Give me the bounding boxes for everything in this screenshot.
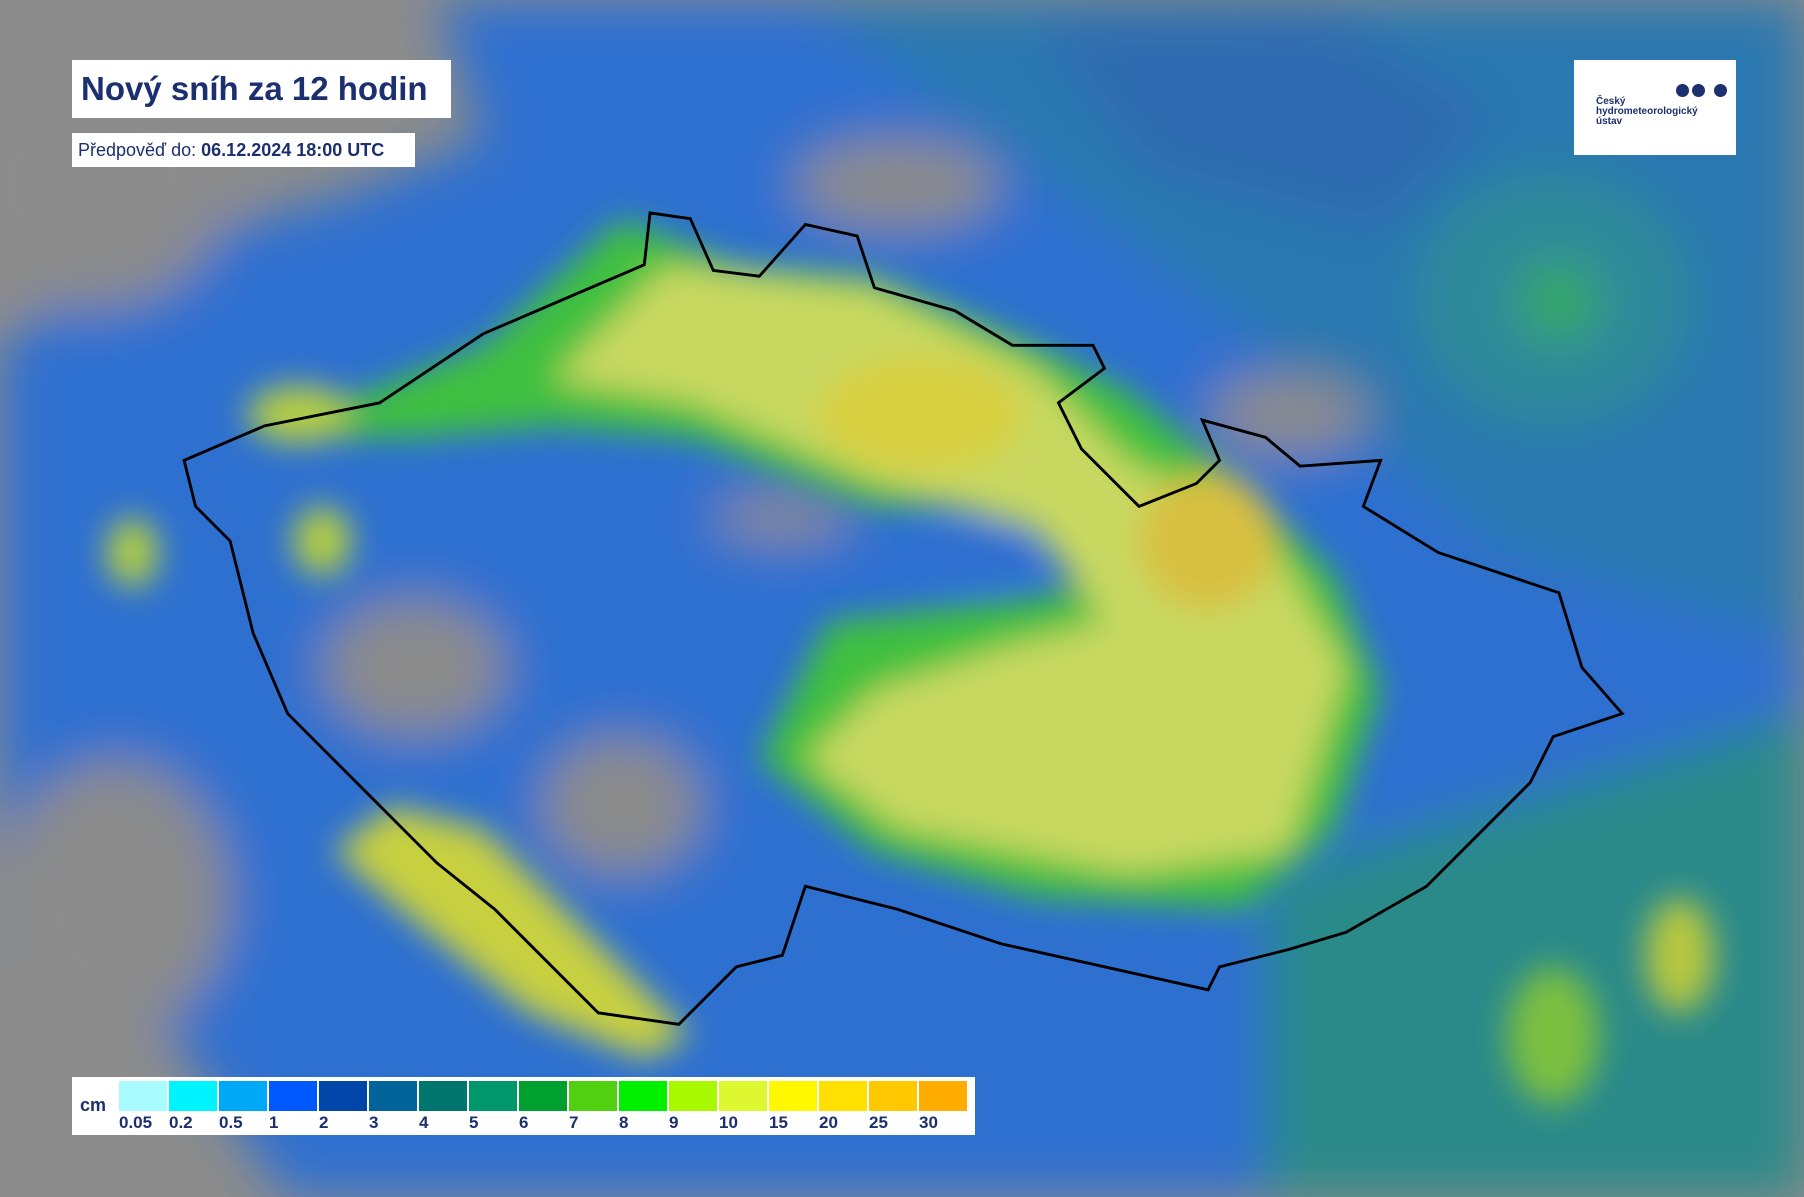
legend-swatch — [919, 1081, 967, 1111]
legend-tick-label: 3 — [369, 1113, 379, 1132]
legend-swatch — [169, 1081, 217, 1111]
legend-swatch — [469, 1081, 517, 1111]
legend-swatch — [219, 1081, 267, 1111]
legend-swatch — [719, 1081, 767, 1111]
logo-mark-icon — [1676, 84, 1727, 97]
legend-tick-label: 0.2 — [169, 1113, 193, 1132]
legend-tick-label: 2 — [319, 1113, 329, 1132]
legend-swatch — [569, 1081, 617, 1111]
legend-swatch — [369, 1081, 417, 1111]
legend-swatch — [519, 1081, 567, 1111]
legend-swatch — [319, 1081, 367, 1111]
forecast-time-box: Předpověď do: 06.12.2024 18:00 UTC — [72, 133, 415, 167]
legend-swatch — [669, 1081, 717, 1111]
legend-unit: cm — [80, 1095, 107, 1115]
legend-tick-label: 8 — [619, 1113, 629, 1132]
legend-swatch — [819, 1081, 867, 1111]
legend-tick-label: 0.5 — [219, 1113, 243, 1132]
legend-tick-label: 1 — [269, 1113, 279, 1132]
logo-text: Český hydrometeorologický ústav — [1596, 96, 1698, 127]
legend-swatch — [119, 1081, 167, 1111]
legend-tick-label: 15 — [769, 1113, 788, 1132]
czech-border — [182, 211, 1625, 1026]
forecast-label: Předpověď do: — [78, 139, 197, 160]
legend-tick-label: 10 — [719, 1113, 738, 1132]
legend-swatch — [619, 1081, 667, 1111]
legend-tick-label: 5 — [469, 1113, 479, 1132]
color-legend: cm 0.05 0.2 0.5 1 2 3 4 5 6 7 8 9 10 15 20 25 30 — [72, 1077, 975, 1135]
legend-tick-label: 9 — [669, 1113, 679, 1132]
legend-swatch — [769, 1081, 817, 1111]
legend-tick-label: 7 — [569, 1113, 579, 1132]
map-title-box: Nový sníh za 12 hodin — [72, 60, 451, 118]
snow-heavy — [106, 218, 1715, 1105]
map-title: Nový sníh za 12 hodin — [81, 70, 428, 107]
legend-tick-label: 30 — [919, 1113, 938, 1132]
legend-tick-label: 25 — [869, 1113, 888, 1132]
legend-swatch — [419, 1081, 467, 1111]
legend-tick-label: 20 — [819, 1113, 838, 1132]
legend-tick-label: 6 — [519, 1113, 529, 1132]
chmi-logo: Český hydrometeorologický ústav — [1574, 60, 1736, 155]
legend-tick-label: 4 — [419, 1113, 429, 1132]
legend-tick-label: 0.05 — [119, 1113, 153, 1132]
forecast-time: 06.12.2024 18:00 UTC — [201, 139, 385, 160]
legend-swatch — [269, 1081, 317, 1111]
legend-swatch — [869, 1081, 917, 1111]
